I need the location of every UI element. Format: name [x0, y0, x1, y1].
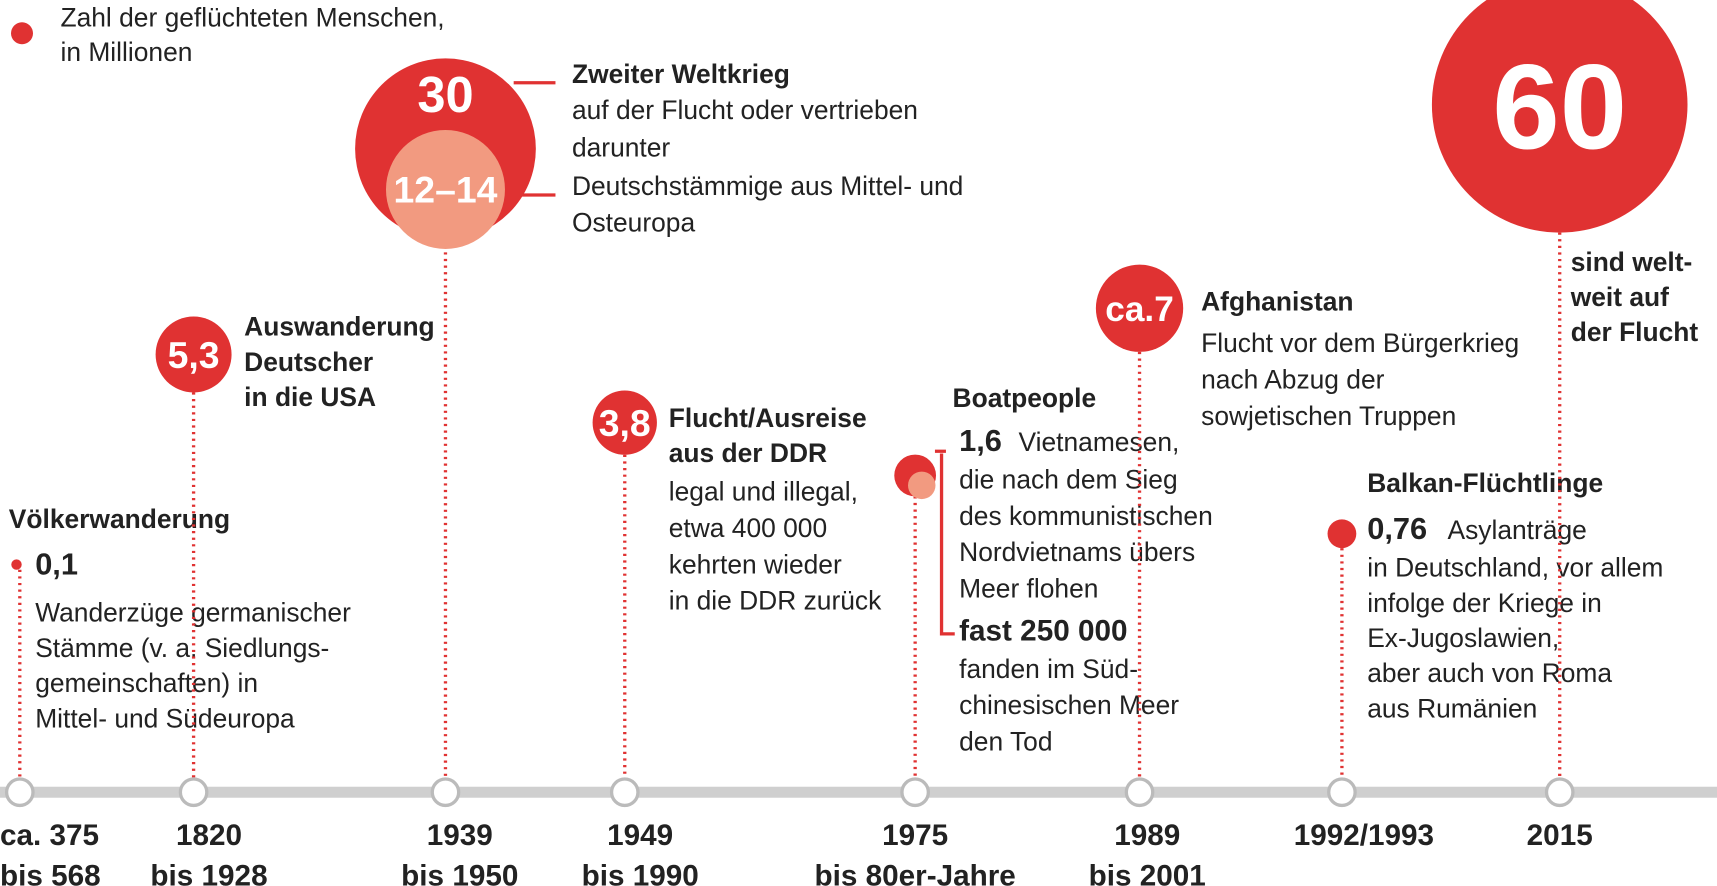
value-label: 0,1	[35, 546, 78, 581]
label-text: Nordvietnams übers	[959, 537, 1195, 567]
label-text: Wanderzüge germanischer	[35, 598, 351, 628]
period-label: 1820	[176, 819, 242, 852]
label-text: kehrten wieder	[669, 549, 842, 579]
period-label: bis 2001	[1089, 860, 1206, 886]
label-text: Osteuropa	[572, 207, 695, 237]
period-label: 1992/1993	[1294, 819, 1434, 852]
label-text: sowjetischen Truppen	[1201, 401, 1456, 431]
label-text: gemeinschaften) in	[35, 668, 258, 698]
label-text: nach Abzug der	[1201, 365, 1385, 395]
period-label: bis 80er-Jahre	[814, 860, 1015, 886]
label-text: chinesischen Meer	[959, 690, 1179, 720]
period-label: 1989	[1114, 819, 1180, 852]
period-label: bis 1950	[401, 860, 518, 886]
label-text: Ex-Jugoslawien,	[1367, 623, 1559, 653]
label-text: den Tod	[959, 726, 1052, 756]
label-text: Boatpeople	[953, 383, 1097, 413]
sub-value-label: 12–14	[394, 169, 498, 211]
label-text: Mittel- und Südeuropa	[35, 703, 295, 733]
axis-node	[1327, 777, 1357, 808]
value-label: 1,6	[959, 423, 1002, 458]
label-text: aus Rumänien	[1367, 693, 1537, 723]
axis-node	[1544, 777, 1575, 808]
value-label: ca.7	[1105, 290, 1174, 329]
label-text: Deutscher	[244, 347, 373, 377]
label-text: Balkan-Flüchtlinge	[1367, 468, 1603, 498]
label-text: aber auch von Roma	[1367, 658, 1612, 688]
value-circle	[592, 390, 657, 455]
label-text: Afghanistan	[1201, 286, 1353, 316]
period-label: bis 1990	[582, 860, 699, 886]
value-label: 30	[417, 66, 473, 123]
value-circle	[1431, 0, 1688, 233]
timeline-axis	[0, 786, 1717, 798]
value-circle	[155, 316, 232, 393]
label-text: Völkerwanderung	[9, 504, 230, 534]
label-text: Flucht/Ausreise	[669, 403, 867, 433]
label-text: fanden im Süd-	[959, 654, 1138, 684]
axis-node	[609, 777, 640, 808]
period-label: 1975	[882, 819, 948, 852]
label-text: darunter	[572, 132, 670, 162]
label-text: weit auf	[1570, 282, 1669, 312]
label-text: infolge der Kriege in	[1367, 588, 1602, 618]
value-label: 3,8	[599, 402, 651, 444]
axis-node	[178, 777, 209, 808]
label-text: der Flucht	[1571, 317, 1699, 347]
value-label: 60	[1492, 38, 1627, 174]
label-text: Meer flohen	[959, 574, 1098, 604]
period-label: bis 568	[0, 860, 101, 886]
axis-node	[900, 777, 930, 808]
period-label: ca. 375	[0, 819, 99, 852]
value-circle	[1327, 519, 1357, 549]
label-text: sind welt-	[1571, 247, 1693, 277]
period-label: 1939	[427, 819, 493, 852]
label-text: Deutschstämmige aus Mittel- und	[572, 171, 963, 201]
axis-node	[1124, 777, 1155, 808]
value-text: Vietnamesen,	[1019, 427, 1180, 457]
sub-circle	[907, 471, 936, 500]
legend-dot	[10, 22, 33, 45]
label-text: in die DDR zurück	[669, 586, 882, 616]
label-text: etwa 400 000	[669, 513, 827, 543]
label-text: legal und illegal,	[669, 477, 858, 507]
label-text: des kommunistischen	[959, 501, 1213, 531]
legend-text: Zahl der geflüchteten Menschen,	[60, 3, 444, 33]
axis-node	[430, 777, 461, 808]
period-label: bis 1928	[150, 860, 267, 886]
value-circle	[11, 559, 22, 570]
label-text: auf der Flucht oder vertrieben	[572, 95, 918, 125]
label-text: Flucht vor dem Bürgerkrieg	[1201, 328, 1519, 358]
period-label: 1949	[607, 819, 673, 852]
legend-text: in Millionen	[60, 37, 192, 67]
value-circle	[1095, 264, 1184, 352]
value-label: 5,3	[168, 334, 220, 376]
axis-node	[4, 777, 35, 808]
label-text: Auswanderung	[244, 312, 435, 342]
label-text: die nach dem Sieg	[959, 465, 1177, 495]
label-text: aus der DDR	[669, 438, 827, 468]
label-text: in Deutschland, vor allem	[1367, 553, 1663, 583]
sub-value-label: fast 250 000	[959, 614, 1127, 647]
sub-circle	[385, 129, 505, 249]
period-label: 2015	[1527, 819, 1593, 852]
label-text: Stämme (v. a. Siedlungs-	[35, 633, 329, 663]
value-text: Asylanträge	[1448, 515, 1587, 545]
value-label: 0,76	[1367, 511, 1427, 546]
label-text: Zweiter Weltkrieg	[572, 59, 790, 89]
label-text: in die USA	[244, 382, 376, 412]
leader	[934, 449, 955, 636]
